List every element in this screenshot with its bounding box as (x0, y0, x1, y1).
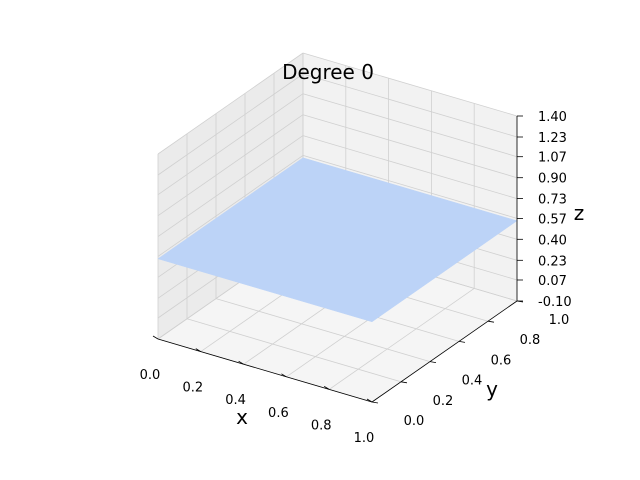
x-tick-label: 0.0 (140, 368, 161, 383)
z-tick-label: 1.07 (538, 151, 567, 166)
y-tick-label: 1.0 (549, 313, 570, 328)
y-tick-label: 0.8 (520, 333, 541, 348)
z-tick-label: 0.73 (538, 193, 567, 208)
z-tick-label: 0.90 (538, 172, 567, 187)
grid-line-z-back (302, 135, 518, 199)
x-tick-label: 0.6 (268, 406, 289, 421)
chart-title: Degree 0 (282, 60, 374, 84)
y-tick-mark (458, 341, 466, 343)
grid-line-z-side (157, 73, 304, 176)
axis-lines (152, 115, 524, 404)
grid-line-z-back (302, 52, 518, 117)
grid-line-z-side (157, 135, 304, 237)
y-axis-label: y (486, 377, 498, 401)
z-tick-label: 1.23 (538, 131, 567, 146)
y-tick-mark (429, 361, 437, 363)
z-tick-label: 0.07 (538, 274, 567, 289)
z-tick-label: 1.40 (538, 110, 567, 125)
grid-line-z-side (157, 52, 304, 155)
x-tick-mark (281, 373, 287, 378)
x-tick-label: 0.8 (311, 418, 332, 433)
x-tick-mark (152, 335, 159, 340)
grid-line-z-back (302, 114, 518, 179)
x-tick-mark (195, 348, 202, 352)
z-tick-label: -0.10 (538, 295, 572, 310)
y-tick-mark (487, 320, 495, 323)
grid-line-z-side (157, 155, 304, 257)
grid-line-z-back (302, 155, 518, 219)
y-tick-label: 0.0 (404, 414, 425, 429)
x-tick-mark (238, 360, 244, 365)
x-tick-label: 0.2 (182, 381, 203, 396)
x-tick-mark (366, 398, 373, 403)
x-axis-line (157, 338, 373, 403)
z-tick-label: 0.40 (538, 233, 567, 248)
grid-line-y-floor (186, 318, 402, 383)
y-tick-label: 0.2 (433, 394, 454, 409)
x-tick-mark (323, 386, 330, 390)
tick-labels: 0.0 0.2 0.4 0.6 0.8 1.0 0.0 0.2 0.4 0.6 0.8 1.0 -0.1… (140, 110, 572, 446)
y-tick-label: 0.4 (462, 374, 483, 389)
y-tick-mark (400, 381, 408, 384)
y-tick-mark (371, 401, 379, 404)
x-axis-label: x (236, 405, 248, 429)
grid-line-y-floor (215, 298, 431, 362)
grid-line-z-back (302, 73, 518, 138)
y-axis-line (371, 300, 518, 403)
grid-line-z-side (157, 114, 304, 217)
z-tick-label: 0.23 (538, 254, 567, 269)
grid-line-z-side (157, 93, 304, 196)
z-tick-label: 0.57 (538, 212, 567, 227)
grid-line-x-floor (328, 288, 475, 390)
grid-line-z-back (302, 93, 518, 158)
z-axis-label: z (574, 201, 585, 225)
y-tick-label: 0.6 (491, 353, 512, 368)
x-tick-label: 0.4 (225, 393, 246, 408)
x-tick-label: 1.0 (354, 431, 375, 446)
